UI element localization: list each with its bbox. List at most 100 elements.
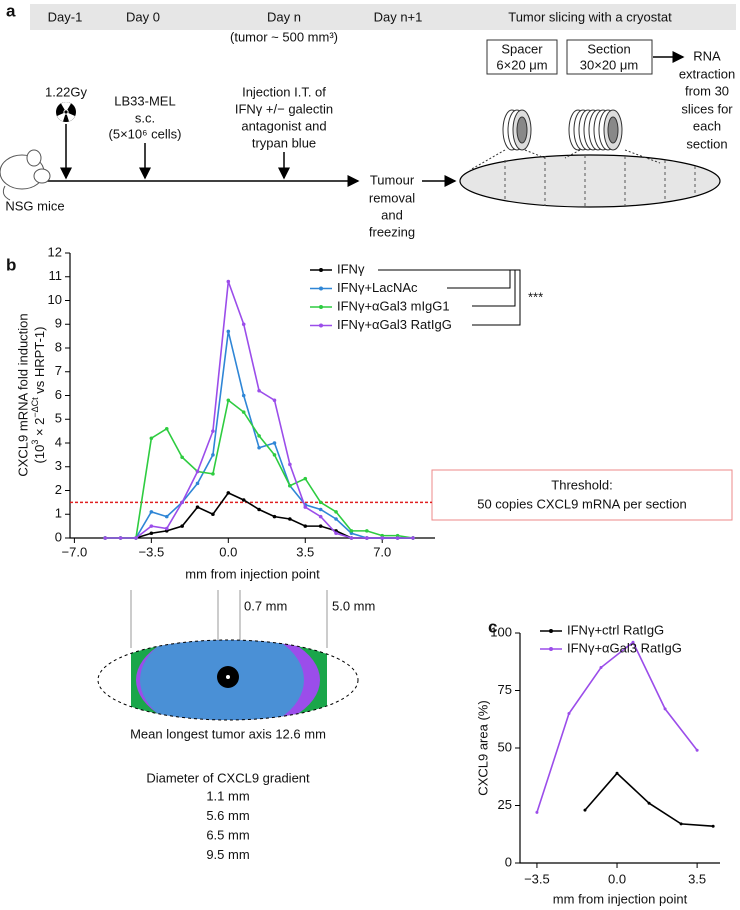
legend-swatch-dot <box>319 268 323 272</box>
data-point <box>211 472 215 476</box>
data-point <box>303 476 308 481</box>
data-point <box>711 824 715 828</box>
panel-label: c <box>488 617 497 636</box>
axis-note: Mean longest tumor axis 12.6 mm <box>130 726 326 741</box>
zoom-lines <box>469 149 661 171</box>
y-axis-label-part: −ΔCt <box>30 397 40 418</box>
threshold-label: Threshold: <box>551 477 612 492</box>
offset-label: 0.7 mm <box>244 598 287 613</box>
data-point <box>567 712 571 715</box>
data-point <box>134 536 138 540</box>
threshold-label: 50 copies CXCL9 mRNA per section <box>477 496 687 511</box>
injection-label: trypan blue <box>252 135 316 150</box>
rna-label: each <box>693 118 721 133</box>
data-point <box>257 388 261 393</box>
x-axis-label: mm from injection point <box>185 566 320 581</box>
legend-label: IFNγ <box>337 261 365 276</box>
data-point <box>164 514 169 519</box>
diameter-label: 5.6 mm <box>206 808 249 823</box>
data-point <box>349 536 354 540</box>
legend-swatch-dot <box>319 323 323 328</box>
data-point <box>318 524 323 528</box>
spacer-box <box>486 39 558 75</box>
cells-label: (5×10⁶ cells) <box>109 126 182 141</box>
data-point <box>226 491 231 495</box>
diameter-label: 1.1 mm <box>206 788 249 803</box>
y-tick-label: 50 <box>498 739 512 754</box>
data-point <box>663 707 667 711</box>
data-point <box>180 524 184 528</box>
legend-label: IFNγ+ctrl RatIgG <box>567 622 664 637</box>
y-tick-label: 10 <box>48 292 62 307</box>
data-point <box>303 505 308 509</box>
data-point <box>615 771 619 775</box>
data-point <box>318 514 323 519</box>
y-tick-label: 12 <box>48 244 62 259</box>
data-point <box>164 426 169 431</box>
rna-label: extraction <box>679 66 735 81</box>
legend-label: IFNγ+αGal3 mIgG1 <box>337 298 450 313</box>
data-point <box>288 462 292 467</box>
data-point <box>695 748 699 752</box>
y-tick-label: 75 <box>498 682 512 697</box>
data-point <box>272 453 277 457</box>
panel-label: b <box>6 255 16 274</box>
injection-label: IFNγ +/− galectin <box>235 101 333 116</box>
diameter-label: 9.5 mm <box>206 847 249 862</box>
data-point <box>365 529 369 533</box>
rna-label: RNA <box>693 48 721 63</box>
legend-label: IFNγ+LacNAc <box>337 280 418 295</box>
panel-label: a <box>6 1 16 20</box>
threshold-box <box>431 469 733 521</box>
y-tick-label: 0 <box>505 854 512 869</box>
y-tick-label: 0 <box>55 529 62 544</box>
data-point <box>195 505 200 509</box>
injection-label: Injection I.T. of <box>242 84 326 99</box>
data-point <box>679 822 683 826</box>
gradient-heading: Diameter of CXCL9 gradient <box>146 770 310 785</box>
timeline-label: Day 0 <box>126 9 160 24</box>
offset-label: 5.0 mm <box>332 598 375 613</box>
timeline-label: Day n <box>267 9 301 24</box>
x-tick-label: 3.5 <box>296 544 314 559</box>
injection-label: antagonist and <box>241 118 326 133</box>
data-point <box>349 529 354 533</box>
data-point <box>288 483 292 488</box>
data-point <box>303 524 308 528</box>
section-label: 30×20 μm <box>580 57 638 72</box>
data-point <box>334 531 338 536</box>
y-axis-label: CXCL9 area (%) <box>475 700 490 795</box>
data-point <box>365 536 369 540</box>
x-tick-label: 0.0 <box>219 544 237 559</box>
timeline-label: Day n+1 <box>374 9 423 24</box>
series-line <box>584 772 714 827</box>
data-point <box>211 512 215 517</box>
removal-label: removal <box>369 190 415 205</box>
legend-swatch-dot <box>319 305 323 309</box>
rna-label: slices for <box>681 101 733 116</box>
data-point <box>257 507 261 512</box>
data-point <box>288 517 292 521</box>
data-point <box>149 531 154 536</box>
mouse-icon <box>0 149 51 201</box>
rna-label: from 30 <box>685 83 729 98</box>
radiation-icon <box>56 102 76 122</box>
data-point <box>318 507 323 512</box>
cells-label: s.c. <box>135 110 155 125</box>
data-point <box>411 536 415 540</box>
y-tick-label: 5 <box>55 411 62 426</box>
section-slices <box>568 109 623 151</box>
data-point <box>395 536 400 540</box>
data-point <box>241 393 246 398</box>
section-box <box>566 39 653 75</box>
removal-label: freezing <box>369 224 415 239</box>
y-axis-label-part: 3 <box>30 440 40 445</box>
data-point <box>241 498 246 502</box>
series-line <box>105 398 414 539</box>
data-point <box>211 453 215 457</box>
panel-a: a Day-1 Day 0 Day n Day n+1 Tumor slicin… <box>0 1 736 239</box>
diameter-label: 6.5 mm <box>206 827 249 842</box>
data-point <box>180 455 184 460</box>
y-tick-label: 6 <box>55 387 62 402</box>
dose-label: 1.22Gy <box>45 84 87 99</box>
